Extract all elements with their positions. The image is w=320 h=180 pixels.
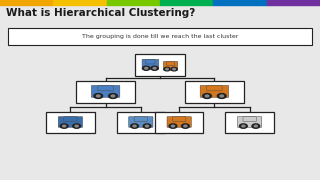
Circle shape: [151, 66, 158, 70]
Circle shape: [171, 67, 177, 71]
Circle shape: [73, 124, 81, 128]
Circle shape: [97, 95, 100, 97]
Text: The grouping is done till we reach the last cluster: The grouping is done till we reach the l…: [82, 34, 238, 39]
FancyBboxPatch shape: [129, 117, 153, 127]
FancyBboxPatch shape: [225, 111, 274, 133]
Circle shape: [254, 125, 257, 127]
FancyBboxPatch shape: [76, 81, 135, 103]
Circle shape: [143, 66, 150, 70]
Circle shape: [217, 94, 226, 98]
Circle shape: [108, 94, 117, 98]
Text: What is Hierarchical Clustering?: What is Hierarchical Clustering?: [6, 8, 196, 18]
FancyBboxPatch shape: [64, 117, 77, 122]
FancyBboxPatch shape: [46, 111, 95, 133]
FancyBboxPatch shape: [166, 62, 175, 66]
Circle shape: [169, 124, 177, 128]
Circle shape: [146, 125, 148, 127]
Circle shape: [203, 94, 212, 98]
Circle shape: [242, 125, 245, 127]
FancyBboxPatch shape: [164, 62, 178, 70]
FancyBboxPatch shape: [92, 86, 120, 97]
Circle shape: [164, 67, 170, 71]
FancyBboxPatch shape: [117, 111, 165, 133]
Circle shape: [252, 124, 260, 128]
FancyBboxPatch shape: [155, 111, 204, 133]
Circle shape: [153, 68, 156, 69]
Circle shape: [220, 95, 223, 97]
Bar: [53, 0, 107, 5]
FancyBboxPatch shape: [134, 117, 148, 122]
Bar: [0, 0, 53, 5]
FancyBboxPatch shape: [58, 117, 83, 127]
FancyBboxPatch shape: [200, 86, 229, 97]
Circle shape: [145, 68, 148, 69]
Circle shape: [131, 124, 139, 128]
Circle shape: [143, 124, 151, 128]
Circle shape: [184, 125, 187, 127]
Circle shape: [181, 124, 189, 128]
FancyBboxPatch shape: [172, 117, 186, 122]
Circle shape: [172, 125, 174, 127]
FancyBboxPatch shape: [185, 81, 244, 103]
FancyBboxPatch shape: [98, 86, 113, 91]
FancyBboxPatch shape: [243, 117, 256, 122]
Circle shape: [173, 68, 175, 70]
FancyBboxPatch shape: [167, 117, 191, 127]
FancyBboxPatch shape: [8, 28, 312, 45]
Circle shape: [94, 94, 103, 98]
Bar: [213, 0, 267, 5]
Circle shape: [111, 95, 115, 97]
FancyBboxPatch shape: [135, 54, 185, 76]
Bar: [267, 0, 320, 5]
Circle shape: [75, 125, 78, 127]
Circle shape: [63, 125, 66, 127]
Circle shape: [60, 124, 68, 128]
FancyBboxPatch shape: [146, 59, 155, 64]
Circle shape: [133, 125, 136, 127]
Circle shape: [166, 68, 168, 70]
Bar: [107, 0, 160, 5]
Circle shape: [205, 95, 209, 97]
Bar: [160, 0, 213, 5]
Circle shape: [239, 124, 247, 128]
FancyBboxPatch shape: [142, 59, 159, 69]
FancyBboxPatch shape: [207, 86, 222, 91]
FancyBboxPatch shape: [237, 117, 262, 127]
